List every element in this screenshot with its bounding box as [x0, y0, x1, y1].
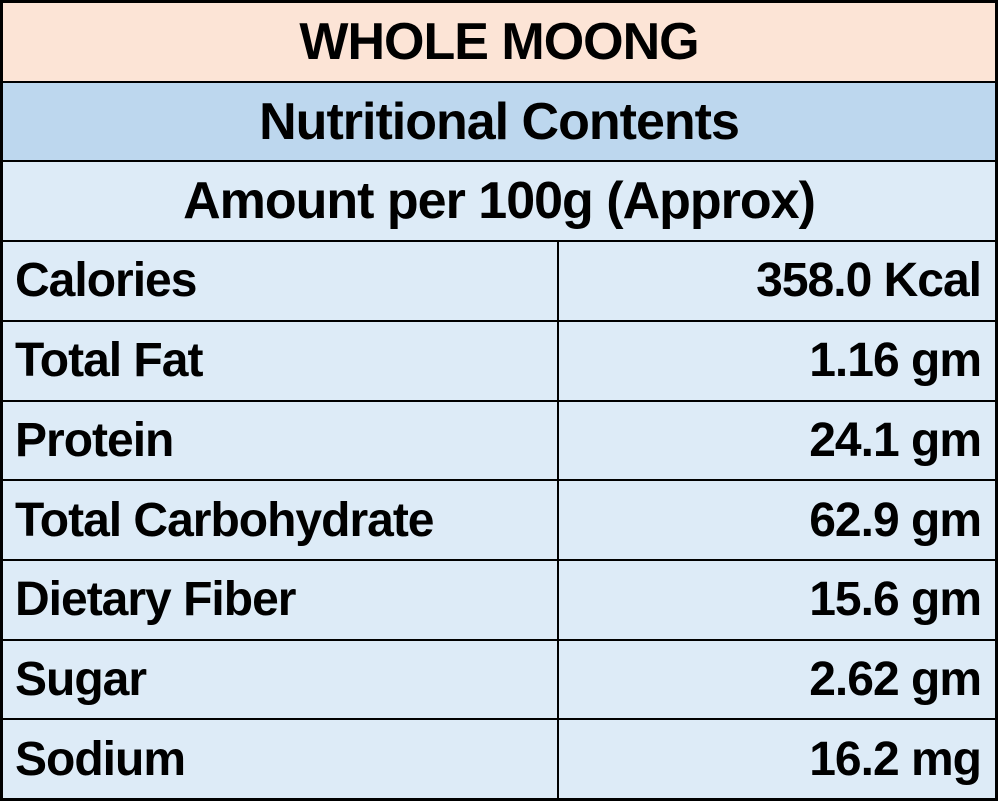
row-label: Calories	[3, 242, 559, 320]
table-row-sugar: Sugar 2.62 gm	[3, 640, 995, 721]
table-row-sodium: Sodium 16.2 mg	[3, 720, 995, 799]
table-row-total-fat: Total Fat 1.16 gm	[3, 321, 995, 402]
row-label: Protein	[3, 401, 559, 480]
row-value: 1.16 gm	[809, 334, 982, 388]
table-row-dietary-fiber: Dietary Fiber 15.6 gm	[3, 560, 995, 641]
product-title: WHOLE MOONG	[299, 12, 699, 71]
row-label: Total Fat	[3, 321, 559, 400]
table-title-row: WHOLE MOONG	[3, 3, 995, 83]
row-label: Sugar	[3, 640, 559, 719]
row-label: Sodium	[3, 720, 559, 799]
row-value: 62.9 gm	[809, 493, 982, 547]
row-value: 2.62 gm	[809, 652, 982, 706]
row-value: 16.2 mg	[809, 732, 982, 786]
table-row-protein: Protein 24.1 gm	[3, 401, 995, 482]
amount-header: Amount per 100g (Approx)	[183, 172, 816, 231]
row-value: 24.1 gm	[809, 413, 982, 467]
table-subtitle: Nutritional Contents	[259, 92, 740, 151]
row-value: 15.6 gm	[809, 573, 982, 627]
table-row-total-carbohydrate: Total Carbohydrate 62.9 gm	[3, 481, 995, 561]
table-row-calories: Calories 358.0 Kcal	[3, 242, 995, 322]
row-value: 358.0 Kcal	[756, 254, 982, 308]
table-subtitle-row: Nutritional Contents	[3, 82, 995, 163]
row-label: Dietary Fiber	[3, 560, 559, 639]
row-label: Total Carbohydrate	[3, 481, 559, 559]
amount-header-row: Amount per 100g (Approx)	[3, 162, 995, 243]
